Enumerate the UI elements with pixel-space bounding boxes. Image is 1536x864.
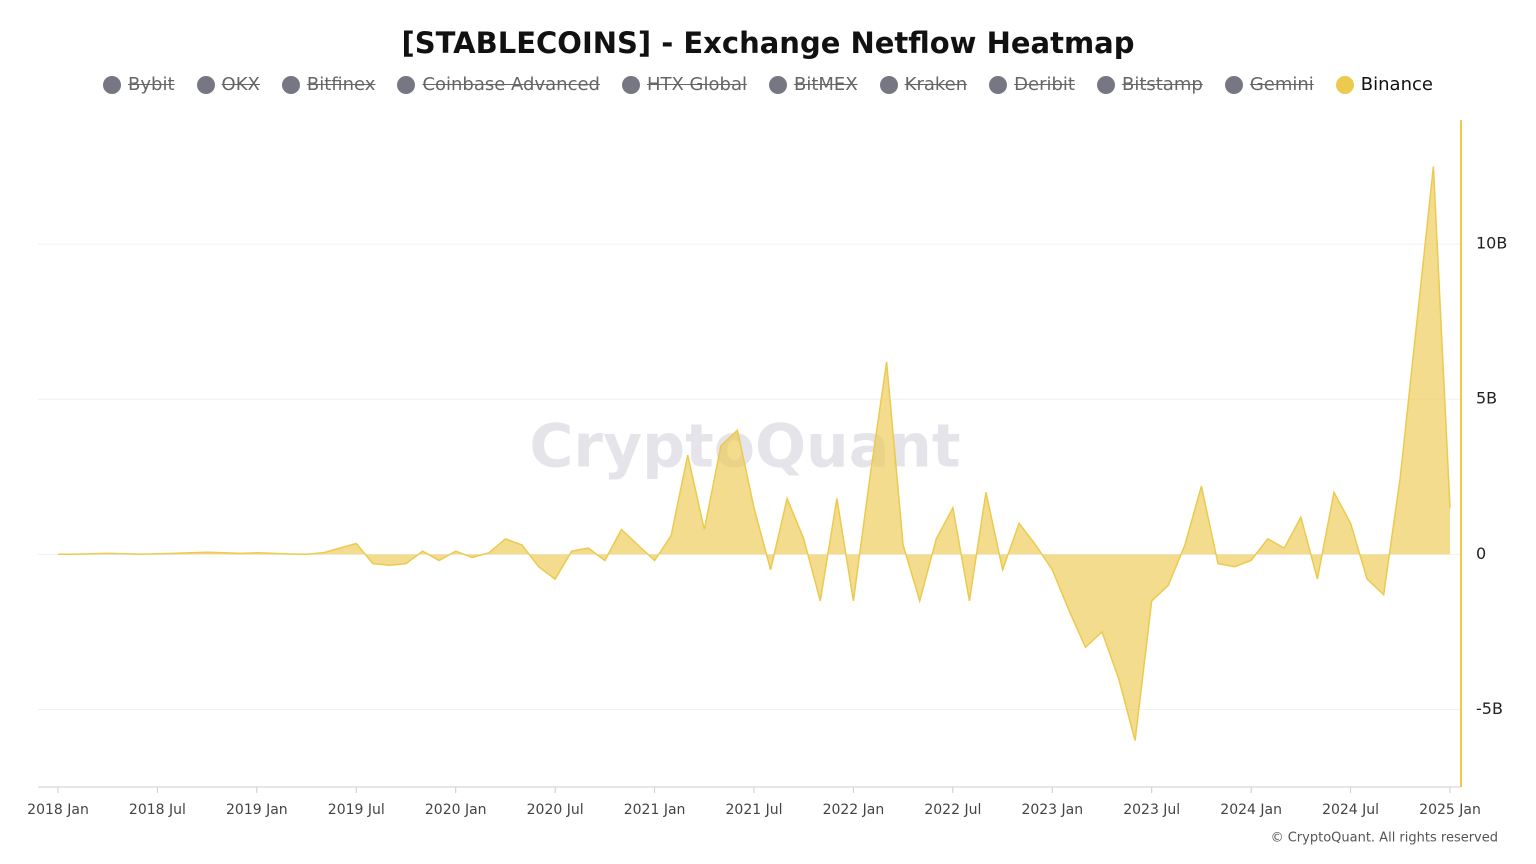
legend-item[interactable]: BitMEX bbox=[768, 74, 858, 95]
x-tick-label: 2021 Jan bbox=[624, 802, 686, 818]
legend-label: Bitstamp bbox=[1121, 74, 1203, 95]
area-line bbox=[58, 166, 1451, 741]
y-tick-label: -5B bbox=[1476, 699, 1503, 718]
legend-label: HTX Global bbox=[646, 74, 747, 95]
legend-label: Binance bbox=[1360, 74, 1433, 95]
legend-dot bbox=[281, 75, 300, 94]
x-tick-label: 2020 Jul bbox=[527, 802, 584, 818]
legend-dot bbox=[1224, 75, 1243, 94]
x-tick-label: 2023 Jan bbox=[1021, 802, 1083, 818]
y-tick-label: 5B bbox=[1476, 389, 1497, 408]
x-tick-label: 2018 Jan bbox=[27, 802, 89, 818]
legend-item[interactable]: Bitstamp bbox=[1096, 74, 1203, 95]
legend-item[interactable]: Coinbase Advanced bbox=[397, 74, 600, 95]
legend-label: Deribit bbox=[1014, 74, 1075, 95]
legend: Bybit OKX Bitfinex Coinbase Advanced HTX Glo… bbox=[0, 74, 1536, 95]
legend-label: Gemini bbox=[1249, 74, 1314, 95]
chart-title: [STABLECOINS] - Exchange Netflow Heatmap bbox=[401, 26, 1135, 60]
legend-dot bbox=[103, 75, 122, 94]
area-fill bbox=[58, 166, 1450, 741]
legend-dot bbox=[768, 75, 787, 94]
legend-item[interactable]: Gemini bbox=[1224, 74, 1314, 95]
legend-dot bbox=[989, 75, 1008, 94]
legend-item[interactable]: HTX Global bbox=[621, 74, 747, 95]
legend-item[interactable]: Bitfinex bbox=[281, 74, 376, 95]
x-tick-label: 2021 Jul bbox=[726, 802, 783, 818]
legend-item[interactable]: Binance bbox=[1335, 74, 1433, 95]
x-tick-label: 2022 Jul bbox=[924, 802, 981, 818]
legend-dot bbox=[397, 75, 416, 94]
legend-label: Coinbase Advanced bbox=[422, 74, 600, 95]
y-tick-label: 0 bbox=[1476, 544, 1486, 563]
x-tick-label: 2018 Jul bbox=[129, 802, 186, 818]
legend-dot bbox=[621, 75, 640, 94]
legend-dot bbox=[196, 75, 215, 94]
legend-dot bbox=[879, 75, 898, 94]
x-tick-label: 2024 Jul bbox=[1322, 802, 1379, 818]
legend-label: BitMEX bbox=[793, 74, 858, 95]
x-tick-label: 2020 Jan bbox=[425, 802, 487, 818]
legend-item[interactable]: Kraken bbox=[879, 74, 968, 95]
legend-dot bbox=[1096, 75, 1115, 94]
legend-item[interactable]: Bybit bbox=[103, 74, 175, 95]
x-tick-label: 2025 Jan bbox=[1419, 802, 1481, 818]
legend-item[interactable]: Deribit bbox=[989, 74, 1075, 95]
copyright: © CryptoQuant. All rights reserved bbox=[1271, 831, 1498, 846]
x-tick-label: 2019 Jan bbox=[226, 802, 288, 818]
legend-item[interactable]: OKX bbox=[196, 74, 260, 95]
x-tick-label: 2022 Jan bbox=[823, 802, 885, 818]
x-tick-label: 2024 Jan bbox=[1220, 802, 1282, 818]
legend-label: Bitfinex bbox=[306, 74, 376, 95]
legend-label: Kraken bbox=[904, 74, 968, 95]
legend-dot bbox=[1335, 75, 1354, 94]
legend-label: Bybit bbox=[128, 74, 175, 95]
x-tick-label: 2023 Jul bbox=[1123, 802, 1180, 818]
x-tick-label: 2019 Jul bbox=[328, 802, 385, 818]
y-tick-label: 10B bbox=[1476, 234, 1507, 253]
legend-label: OKX bbox=[221, 74, 260, 95]
